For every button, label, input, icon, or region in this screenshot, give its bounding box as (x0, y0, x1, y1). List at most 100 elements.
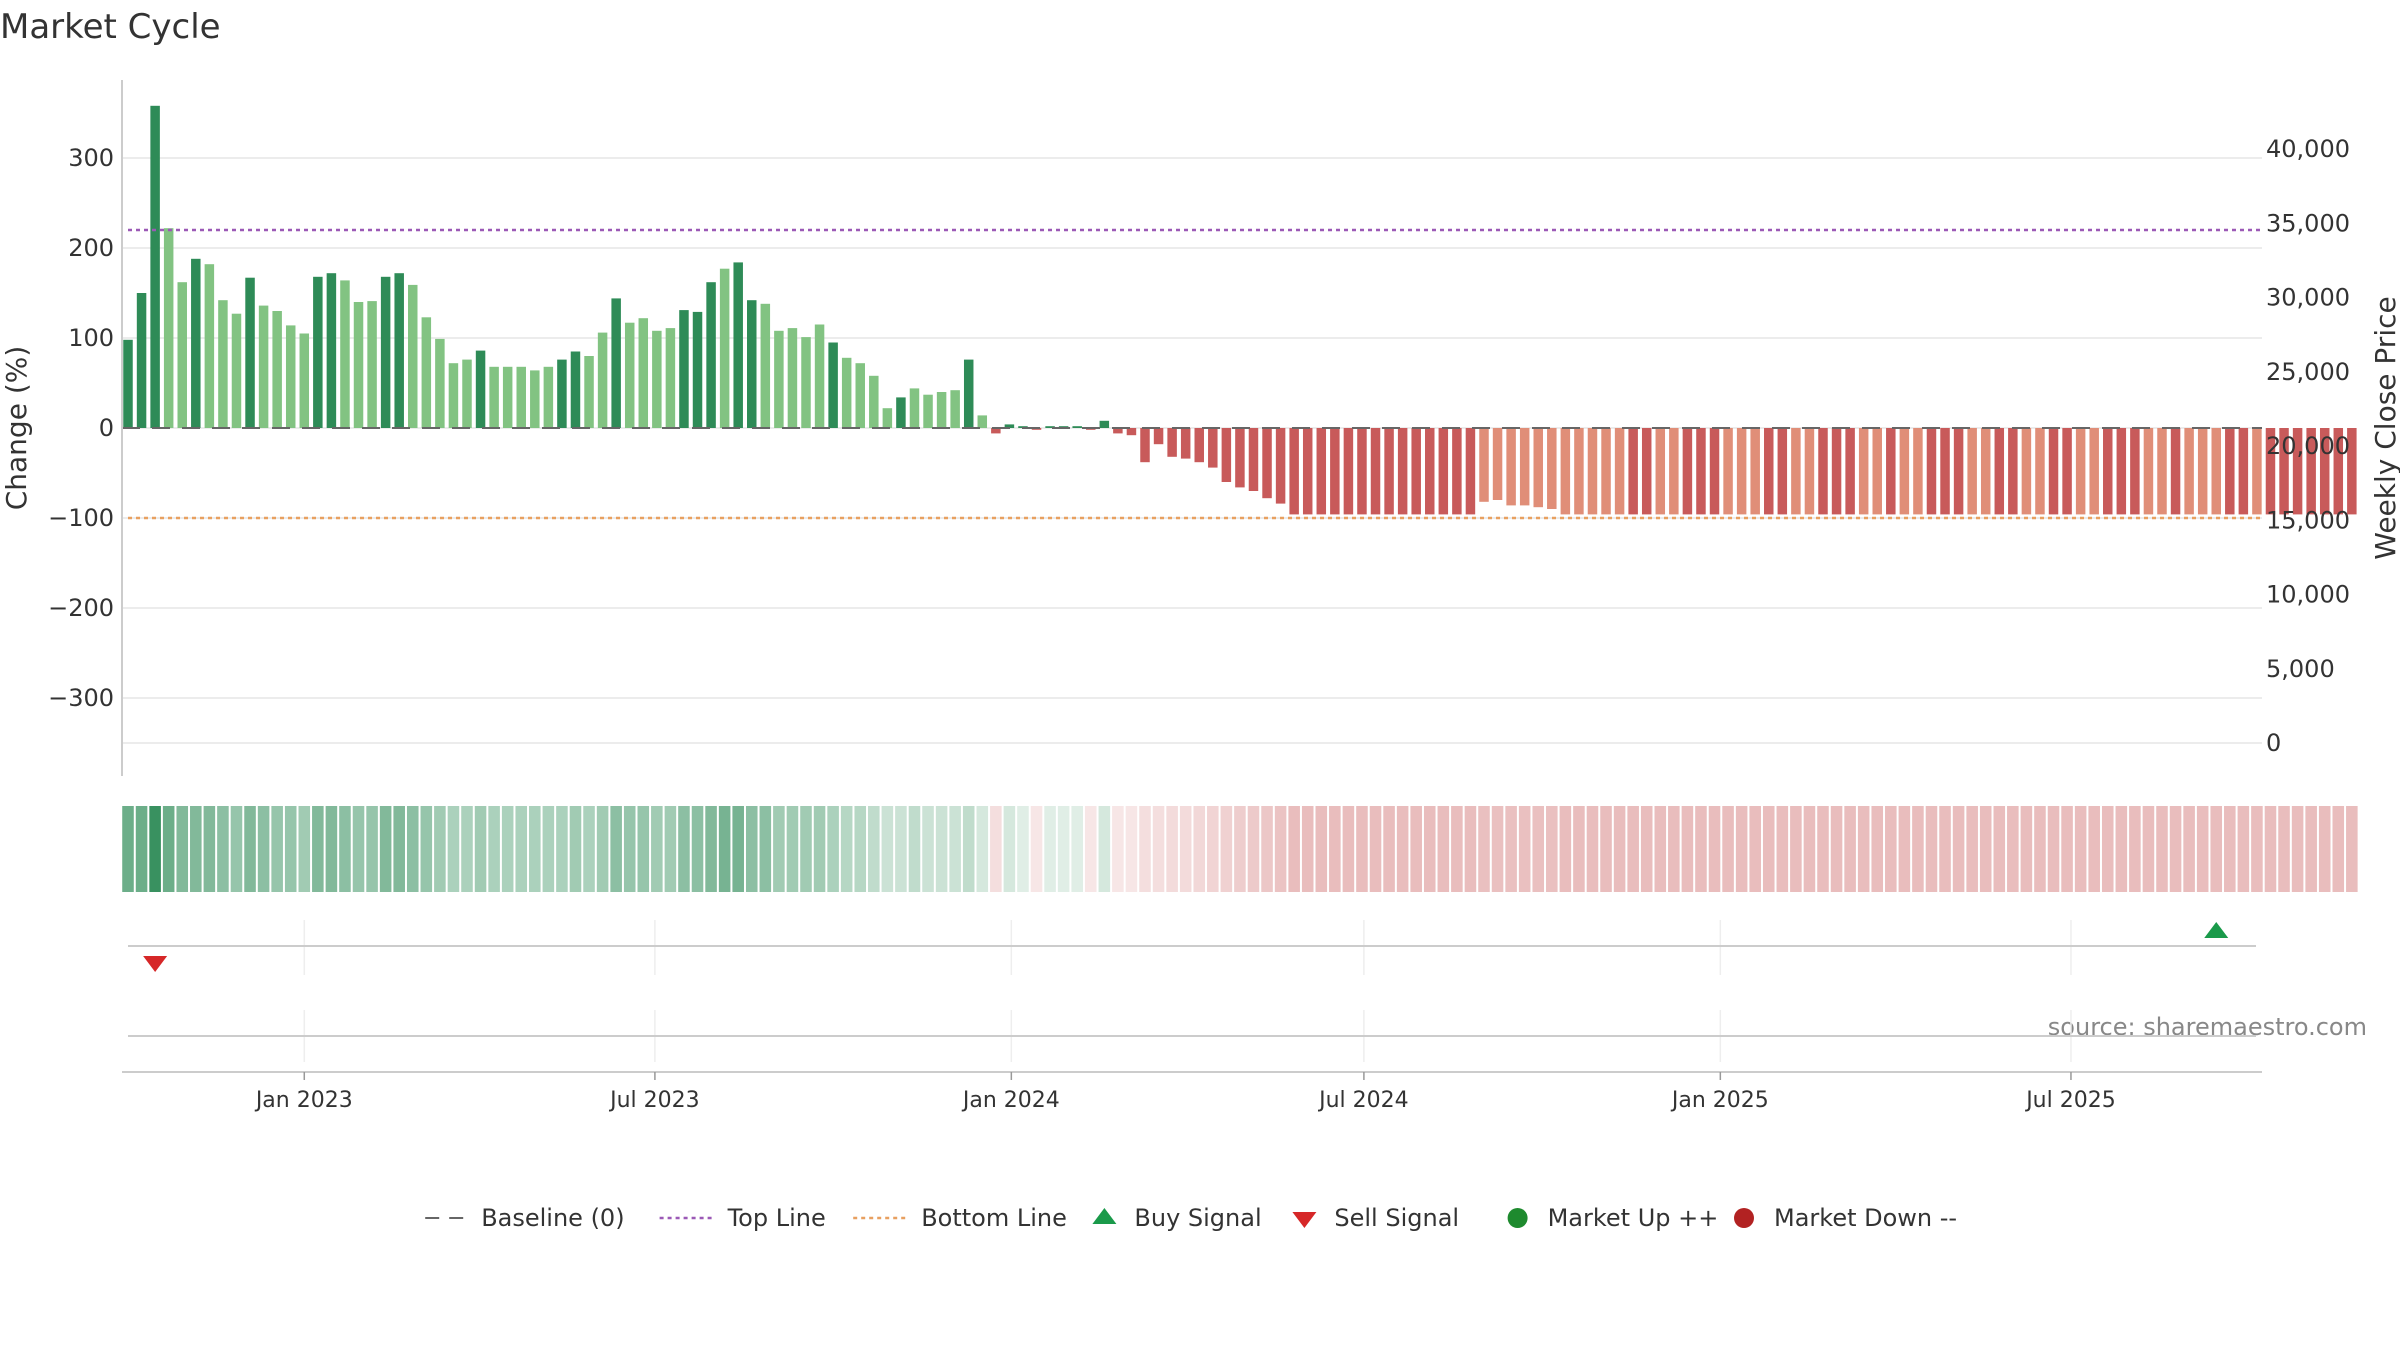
strength-cell (1790, 806, 1802, 892)
data-bar (2306, 428, 2316, 515)
legend-item: Market Up ++ (1507, 1204, 1718, 1232)
strength-cell (501, 806, 514, 892)
data-bar (367, 301, 377, 428)
strength-cell (2129, 806, 2141, 892)
strength-cell (1600, 806, 1612, 892)
data-bar (1221, 428, 1232, 482)
data-bar (1004, 424, 1015, 428)
strength-cell (1912, 806, 1924, 892)
data-bar (2170, 428, 2181, 515)
data-bar (1248, 428, 1259, 491)
data-bar (2347, 428, 2357, 515)
legend-sell-icon (1292, 1212, 1317, 1228)
data-bar (1208, 428, 1218, 468)
y-tick-label: 200 (68, 234, 114, 262)
data-bar (896, 397, 906, 428)
strength-cell (1261, 806, 1273, 892)
data-bar (1899, 428, 1910, 515)
data-bar (218, 300, 228, 428)
strength-cell (2291, 806, 2304, 892)
legend-item: Top Line (659, 1204, 826, 1232)
data-bar (1736, 428, 1747, 515)
data-bar (1113, 428, 1123, 434)
data-bar (1655, 428, 1666, 515)
strength-cell (1044, 806, 1056, 892)
strength-cell (1939, 806, 1951, 892)
strength-cell (705, 806, 717, 892)
y2-tick-label: 20,000 (2266, 432, 2350, 460)
bars-layer (123, 105, 2357, 515)
data-bar (679, 310, 689, 428)
data-bar (123, 339, 133, 428)
strength-cell (312, 806, 324, 892)
strength-cell (1342, 806, 1355, 892)
strength-cell (2318, 806, 2331, 892)
strength-cell (406, 806, 419, 892)
strength-cell (352, 806, 365, 892)
data-bar (1194, 428, 1204, 463)
data-bar (801, 337, 811, 428)
data-bar (1492, 428, 1503, 500)
strength-band (122, 806, 2358, 892)
data-bar (516, 366, 526, 428)
data-bar (665, 328, 676, 428)
strength-cell (257, 806, 270, 892)
data-bar (1099, 420, 1110, 428)
x-tick-label: Jul 2024 (1317, 1088, 1409, 1113)
x-tick-label: Jul 2025 (2024, 1088, 2116, 1113)
strength-cell (1234, 806, 1246, 892)
strength-cell (1478, 806, 1490, 892)
signals-layer (143, 922, 2229, 972)
strength-cell (935, 806, 948, 892)
strength-cell (1166, 806, 1178, 892)
strength-cell (691, 806, 704, 892)
data-bar (1750, 428, 1760, 515)
strength-cell (1437, 806, 1450, 892)
strength-cell (393, 806, 405, 892)
data-bar (1682, 428, 1693, 515)
strength-cell (176, 806, 189, 892)
y2-tick-label: 35,000 (2266, 209, 2350, 237)
data-bar (299, 333, 310, 428)
strength-cell (1491, 806, 1504, 892)
data-bar (1818, 428, 1828, 515)
data-bar (1791, 428, 1801, 515)
strength-cell (1003, 806, 1016, 892)
y-tick-label: −300 (48, 684, 114, 712)
data-bar (638, 318, 649, 428)
data-bar (2062, 428, 2072, 515)
strength-cell (1749, 806, 1761, 892)
data-bar (1465, 428, 1476, 515)
data-bar (1370, 428, 1381, 515)
strength-cell (990, 806, 1002, 892)
strength-cell (840, 806, 853, 892)
strength-cell (1396, 806, 1409, 892)
strength-cell (1301, 806, 1314, 892)
data-bar (1886, 428, 1896, 515)
strength-cell (2142, 806, 2155, 892)
data-bar (828, 342, 838, 428)
data-bar (1533, 428, 1543, 508)
strength-cell (1274, 806, 1287, 892)
data-bar (1519, 428, 1530, 506)
strength-cell (1695, 806, 1707, 892)
strength-cell (2196, 806, 2209, 892)
data-bar (2333, 428, 2344, 515)
strength-cell (1084, 806, 1097, 892)
strength-cell (868, 806, 880, 892)
strength-cell (1885, 806, 1897, 892)
legend-buy-icon (1092, 1208, 1117, 1224)
y-tick-label: 0 (99, 414, 114, 442)
data-bar (1601, 428, 1611, 515)
strength-cell (962, 806, 975, 892)
strength-cell (583, 806, 595, 892)
x-tick-label: Jan 2024 (961, 1088, 1060, 1113)
data-bar (136, 293, 147, 428)
strength-cell (1329, 806, 1341, 892)
strength-cell (596, 806, 609, 892)
data-bar (272, 311, 282, 428)
data-bar (2265, 428, 2276, 515)
y2-tick-label: 10,000 (2266, 581, 2350, 609)
strength-cell (149, 806, 161, 892)
